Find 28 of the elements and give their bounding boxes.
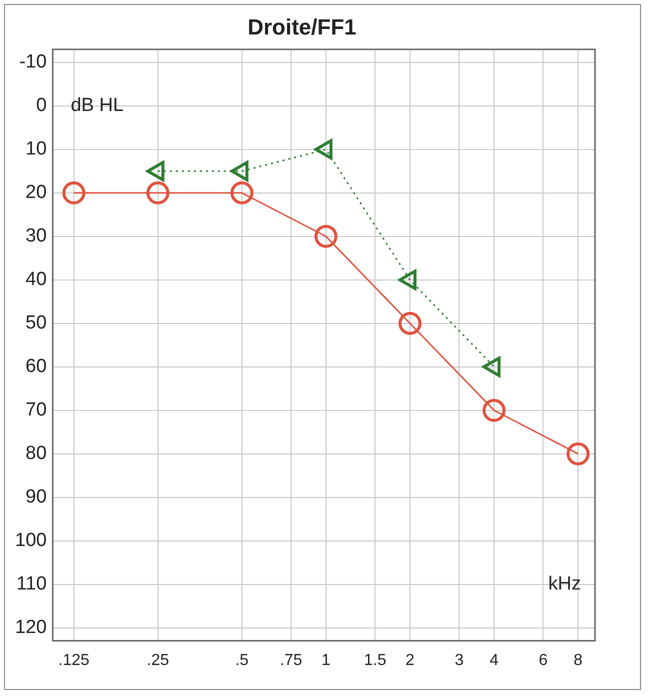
y-tick-label: 70 [26,400,47,421]
y-tick-label: 120 [15,616,47,638]
x-tick-label: .5 [235,652,249,669]
y-tick-label: 30 [26,226,47,247]
x-tick-label: .125 [58,652,90,669]
x-tick-label: 6 [538,652,548,669]
x-tick-label: 3 [454,652,464,669]
y-axis-title: dB HL [70,95,124,116]
x-tick-label: .25 [146,652,170,669]
x-tick-label: 2 [406,652,415,669]
y-tick-label: -10 [19,52,47,73]
y-tick-label: 80 [26,443,47,464]
x-tick-label: 4 [490,652,499,669]
x-axis-title: kHz [548,574,581,595]
y-tick-label: 90 [26,486,47,508]
x-tick-label: 8 [574,652,583,669]
y-tick-label: 40 [26,269,47,290]
y-tick-label: 10 [26,138,47,160]
y-tick-label: 20 [26,182,47,204]
chart-title: Droite/FF1 [248,14,356,40]
x-tick-label: .75 [280,652,302,669]
x-tick-label: 1.5 [364,652,386,669]
y-tick-label: 110 [16,574,47,595]
y-tick-label: 50 [26,312,47,334]
y-tick-label: 0 [36,95,47,116]
y-tick-label: 60 [26,356,47,378]
x-tick-label: 1 [321,652,330,669]
y-tick-label: 100 [15,530,47,552]
